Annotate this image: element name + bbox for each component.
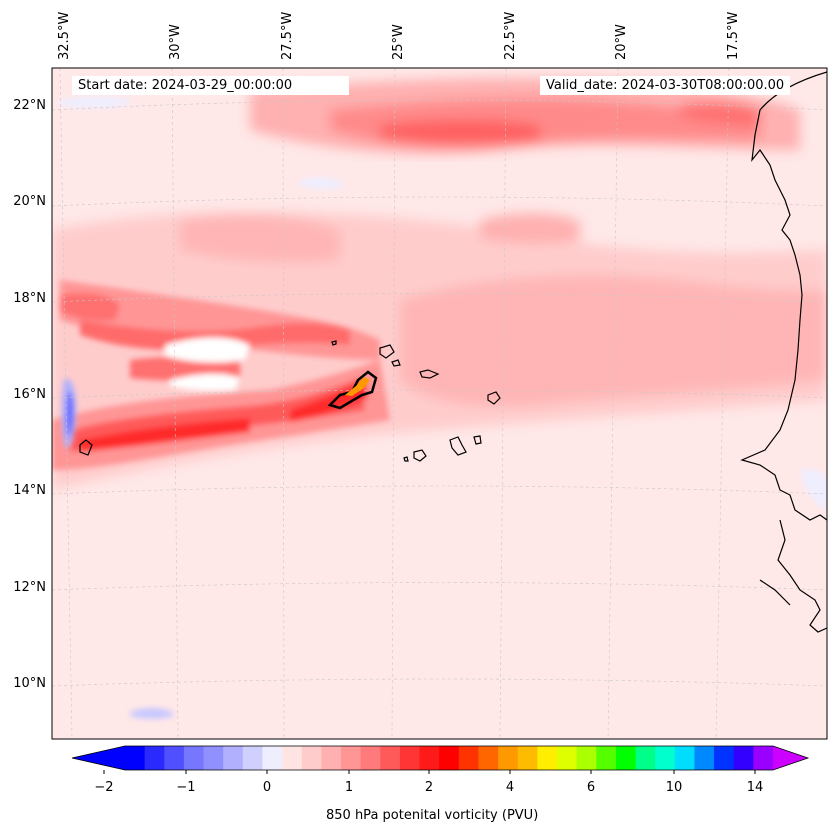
- colorbar-tick-label: 0: [262, 780, 272, 795]
- colorbar-swatch: [262, 746, 283, 770]
- colorbar-tick-label: 4: [505, 780, 515, 795]
- colorbar-swatch: [694, 746, 715, 770]
- colorbar-swatch: [125, 746, 146, 770]
- colorbar-swatch: [478, 746, 499, 770]
- lat-label: 14°N: [13, 483, 46, 498]
- colorbar-swatch: [655, 746, 676, 770]
- island: [449, 436, 467, 456]
- colorbar-tick-label: 2: [424, 780, 434, 795]
- colorbar-swatch: [341, 746, 362, 770]
- orange-core: [345, 377, 370, 396]
- island: [413, 449, 427, 462]
- map-frame: [51, 67, 828, 740]
- colorbar-swatch: [498, 746, 519, 770]
- colorbar-extend-min: [72, 746, 125, 770]
- colorbar-outline: [71, 745, 810, 771]
- main-vorticity-streak: [52, 280, 390, 470]
- start-date-label: Start date: 2024-03-29_00:00:00: [72, 76, 349, 95]
- colorbar-tick-label: 1: [344, 780, 354, 795]
- map-field: [52, 68, 827, 739]
- colorbar-swatch: [223, 746, 244, 770]
- colorbar-swatch: [615, 746, 637, 770]
- colorbar-tick-label: −2: [94, 780, 114, 795]
- island: [473, 435, 482, 445]
- colorbar-swatch: [399, 746, 421, 770]
- lat-label: 18°N: [13, 291, 46, 306]
- lat-label: 12°N: [13, 580, 46, 595]
- colorbar-swatch: [282, 746, 303, 770]
- lat-label: 22°N: [13, 98, 46, 113]
- colorbar-swatch: [517, 746, 538, 770]
- island: [379, 344, 395, 359]
- colorbar-swatch: [419, 746, 440, 770]
- colorbar-swatch: [733, 746, 754, 770]
- island: [331, 340, 337, 346]
- island: [419, 369, 440, 379]
- valid-date-label: Valid_date: 2024-03-30T08:00:00.00: [540, 76, 791, 95]
- colorbar: [71, 745, 810, 774]
- colorbar-swatch: [183, 746, 205, 770]
- negative-vorticity-patches: [60, 96, 827, 719]
- island: [391, 359, 401, 367]
- colorbar-swatch: [635, 746, 656, 770]
- colorbar-tick-label: 10: [665, 780, 683, 795]
- island: [79, 439, 93, 456]
- colorbar-swatch: [557, 746, 578, 770]
- colorbar-swatch: [439, 746, 460, 770]
- colorbar-tick-label: 14: [746, 780, 764, 795]
- colorbar-swatch: [164, 746, 185, 770]
- island: [487, 391, 501, 405]
- colorbar-swatch: [714, 746, 735, 770]
- northern-vorticity-band: [250, 78, 800, 154]
- colorbar-swatch: [321, 746, 342, 770]
- graticule: [52, 68, 827, 739]
- island: [403, 456, 409, 462]
- lat-label: 10°N: [13, 676, 46, 691]
- colorbar-swatch: [753, 746, 774, 770]
- colorbar-extend-max: [773, 746, 808, 770]
- colorbar-swatch: [576, 746, 597, 770]
- colorbar-swatch: [203, 746, 224, 770]
- colorbar-tick-label: −1: [176, 780, 196, 795]
- colorbar-title: 850 hPa potenital vorticity (PVU): [326, 808, 539, 823]
- colorbar-swatch: [674, 746, 695, 770]
- colorbar-swatch: [360, 746, 381, 770]
- colorbar-swatch: [144, 746, 165, 770]
- colorbar-swatch: [301, 746, 322, 770]
- lat-label: 16°N: [13, 387, 46, 402]
- colorbar-swatch: [537, 746, 558, 770]
- colorbar-swatch: [242, 746, 263, 770]
- colorbar-swatch: [380, 746, 401, 770]
- colorbar-tick-label: 6: [586, 780, 596, 795]
- colorbar-swatch: [458, 746, 479, 770]
- colorbar-swatch: [596, 746, 617, 770]
- lat-label: 20°N: [13, 194, 46, 209]
